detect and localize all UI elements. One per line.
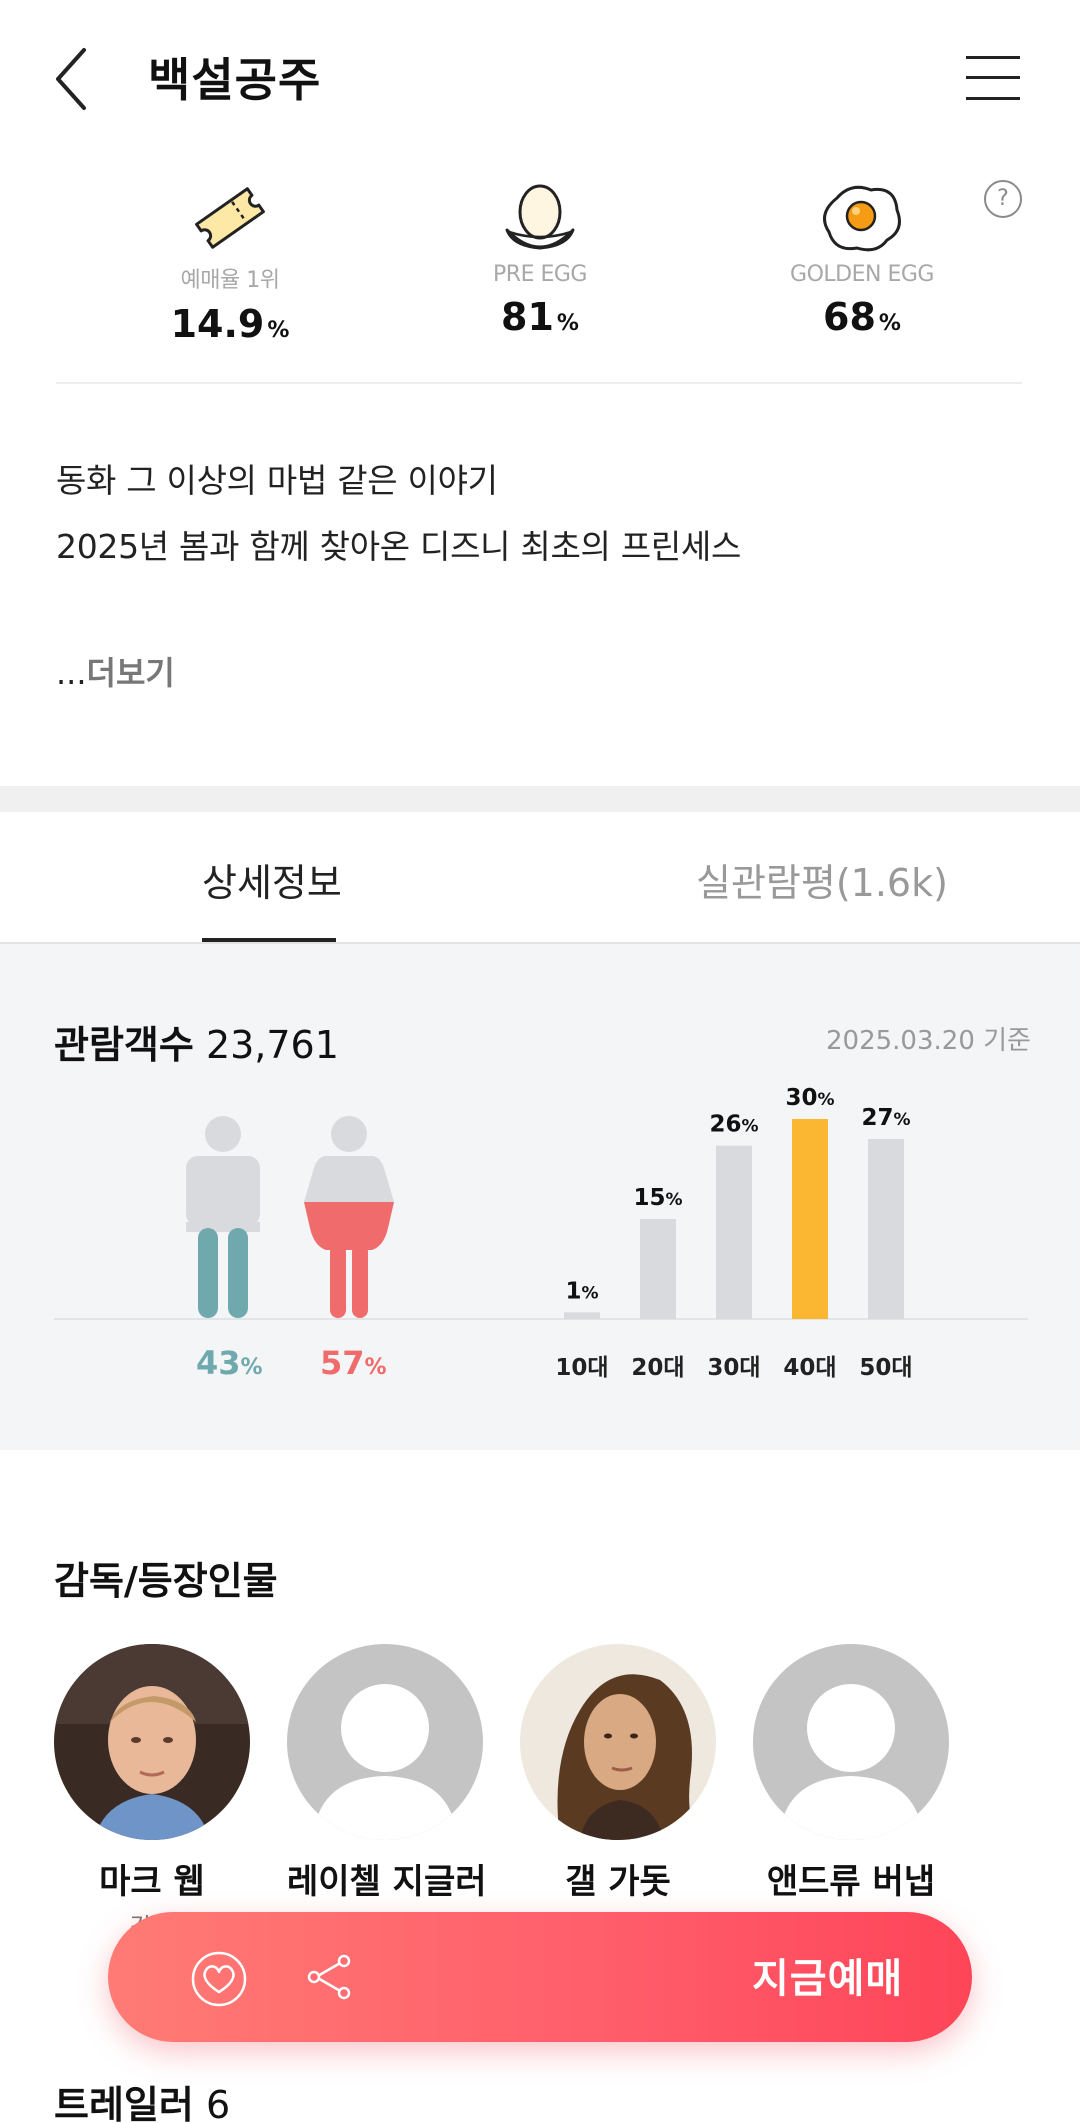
stat-value: 81% bbox=[501, 295, 579, 339]
female-percentage: 57% bbox=[320, 1344, 387, 1382]
person-placeholder-icon bbox=[753, 1644, 949, 1840]
age-category-label: 40대 bbox=[783, 1355, 836, 1381]
egg-nest-icon bbox=[505, 184, 575, 250]
cast-photo bbox=[520, 1644, 716, 1840]
heart-icon[interactable] bbox=[190, 1950, 248, 2008]
age-category-label: 10대 bbox=[555, 1355, 608, 1381]
age-bar-20대 bbox=[640, 1219, 676, 1319]
help-icon[interactable]: ? bbox=[984, 180, 1022, 218]
audience-panel: 관람객수 23,761 2025.03.20 기준 43% 57% 1% 10대 1… bbox=[0, 944, 1080, 1450]
read-more-link[interactable]: ...더보기 bbox=[56, 654, 175, 692]
age-value-label: 26% bbox=[709, 1112, 758, 1138]
cast-member[interactable]: 갤 가돗 bbox=[520, 1644, 716, 1907]
app-header: 백설공주 bbox=[0, 0, 1080, 160]
cast-photo bbox=[54, 1644, 250, 1840]
cast-name: 갤 가돗 bbox=[565, 1862, 671, 1902]
cast-section-title: 감독/등장인물 bbox=[54, 1559, 278, 1603]
cast-member[interactable]: 레이첼 지글러 bbox=[287, 1644, 487, 1907]
age-bar-50대 bbox=[868, 1139, 904, 1319]
person-placeholder-icon bbox=[287, 1644, 483, 1840]
age-bar-40대 bbox=[792, 1119, 828, 1319]
audience-date: 2025.03.20 기준 bbox=[826, 1026, 1031, 1056]
age-value-label: 27% bbox=[861, 1105, 910, 1131]
reservation-rate-stat: 예매율 1위 14.9% bbox=[110, 178, 350, 346]
age-bar-30대 bbox=[716, 1145, 752, 1319]
hamburger-menu-icon[interactable] bbox=[966, 56, 1022, 102]
tab-border bbox=[0, 942, 1080, 944]
page-title: 백설공주 bbox=[148, 53, 322, 107]
synopsis-line: 동화 그 이상의 마법 같은 이야기 bbox=[56, 461, 498, 500]
booking-bar: 지금예매 bbox=[108, 1912, 972, 2042]
synopsis-line: 2025년 봄과 함께 찾아온 디즈니 최초의 프린세스 bbox=[56, 527, 742, 566]
age-value-label: 15% bbox=[633, 1185, 682, 1211]
tab-reviews[interactable]: 실관람평(1.6k) bbox=[696, 861, 948, 905]
trailer-section-title: 트레일러 6 bbox=[54, 2083, 231, 2123]
male-percentage: 43% bbox=[196, 1344, 263, 1382]
cast-name: 마크 웹 bbox=[99, 1862, 205, 1902]
synopsis: 동화 그 이상의 마법 같은 이야기 2025년 봄과 함께 찾아온 디즈니 최… bbox=[56, 448, 741, 580]
pre-egg-stat: PRE EGG 81% bbox=[420, 178, 660, 339]
stat-value: 68% bbox=[823, 295, 901, 339]
cast-member[interactable]: 앤드류 버냅 bbox=[753, 1644, 949, 1907]
cast-member[interactable]: 마크 웹 감독 bbox=[54, 1644, 250, 1942]
age-bar-10대 bbox=[564, 1312, 600, 1319]
age-value-label: 1% bbox=[565, 1278, 598, 1304]
chevron-left-icon[interactable] bbox=[48, 44, 98, 114]
female-figure-icon bbox=[304, 1116, 394, 1318]
section-divider bbox=[0, 786, 1080, 812]
divider bbox=[56, 382, 1022, 384]
age-category-label: 20대 bbox=[631, 1355, 684, 1381]
stat-label: GOLDEN EGG bbox=[790, 262, 934, 287]
share-icon[interactable] bbox=[304, 1952, 354, 2002]
audience-count: 관람객수 23,761 bbox=[54, 1023, 339, 1067]
cast-name: 앤드류 버냅 bbox=[766, 1862, 936, 1902]
book-now-button[interactable]: 지금예매 bbox=[752, 1956, 904, 2002]
ticket-icon bbox=[195, 187, 265, 249]
golden-egg-stat: GOLDEN EGG 68% bbox=[742, 178, 982, 339]
age-category-label: 30대 bbox=[707, 1355, 760, 1381]
male-figure-icon bbox=[186, 1116, 260, 1318]
chart-baseline bbox=[54, 1318, 1028, 1320]
tab-detail-info[interactable]: 상세정보 bbox=[202, 861, 342, 905]
fried-egg-icon bbox=[823, 185, 901, 252]
age-value-label: 30% bbox=[785, 1085, 834, 1111]
active-tab-indicator bbox=[202, 938, 336, 942]
stat-label: PRE EGG bbox=[493, 262, 587, 287]
stat-label: 예매율 1위 bbox=[180, 268, 280, 293]
cast-name: 레이첼 지글러 bbox=[287, 1862, 487, 1902]
age-category-label: 50대 bbox=[859, 1355, 912, 1381]
stat-value: 14.9% bbox=[170, 302, 290, 346]
age-distribution-chart: 1% 10대 15% 20대 26% 30대 30% 40대 27% 50대 bbox=[555, 1085, 912, 1381]
